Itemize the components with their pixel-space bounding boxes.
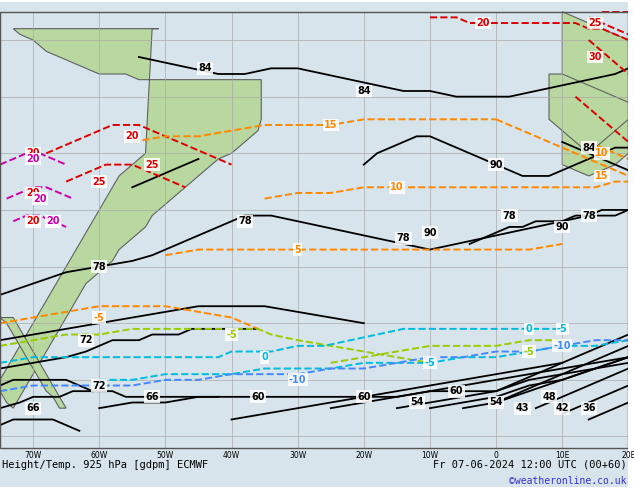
Text: 5: 5: [294, 245, 301, 255]
Text: 78: 78: [93, 262, 106, 271]
Text: -10: -10: [553, 341, 571, 351]
Text: 10: 10: [595, 148, 609, 158]
Text: -5: -5: [425, 358, 436, 368]
Text: 66: 66: [145, 392, 159, 402]
Polygon shape: [549, 74, 628, 153]
Text: 70W: 70W: [25, 451, 42, 460]
Text: 72: 72: [93, 381, 106, 391]
Text: 90: 90: [555, 222, 569, 232]
Text: 15: 15: [324, 120, 337, 130]
Text: 78: 78: [238, 216, 252, 226]
Text: 20: 20: [27, 216, 40, 226]
Text: 54: 54: [489, 397, 503, 408]
Text: Fr 07-06-2024 12:00 UTC (00+60): Fr 07-06-2024 12:00 UTC (00+60): [432, 460, 626, 470]
Text: -5: -5: [557, 324, 567, 334]
Text: 42: 42: [555, 403, 569, 413]
Polygon shape: [0, 318, 66, 408]
Text: 20: 20: [126, 131, 139, 141]
Text: 60: 60: [251, 392, 265, 402]
Text: 90: 90: [489, 160, 503, 170]
Text: 90: 90: [424, 227, 437, 238]
Text: 72: 72: [79, 335, 93, 345]
Text: 20W: 20W: [355, 451, 372, 460]
Text: 25: 25: [93, 176, 106, 187]
Text: 15: 15: [595, 171, 609, 181]
Text: 60W: 60W: [91, 451, 108, 460]
Text: 48: 48: [542, 392, 556, 402]
Text: 10W: 10W: [422, 451, 439, 460]
Polygon shape: [0, 29, 261, 408]
Text: 25: 25: [145, 160, 159, 170]
Text: 20: 20: [46, 216, 60, 226]
Text: 10: 10: [390, 182, 404, 192]
Text: 25: 25: [588, 18, 602, 28]
Text: ©weatheronline.co.uk: ©weatheronline.co.uk: [509, 476, 626, 486]
Text: 30W: 30W: [289, 451, 306, 460]
Text: 50W: 50W: [157, 451, 174, 460]
Text: 20: 20: [27, 154, 40, 164]
Text: -5: -5: [94, 313, 105, 322]
Text: 40W: 40W: [223, 451, 240, 460]
Text: 54: 54: [410, 397, 424, 408]
Text: 10E: 10E: [555, 451, 569, 460]
Bar: [0, 12, 628, 448]
Text: 20: 20: [27, 188, 40, 198]
Text: 20: 20: [27, 148, 40, 158]
Text: 78: 78: [582, 211, 595, 220]
Text: 20: 20: [476, 18, 489, 28]
Text: 60: 60: [357, 392, 370, 402]
Text: 84: 84: [357, 86, 371, 96]
Text: 20E: 20E: [621, 451, 634, 460]
Text: 78: 78: [397, 233, 410, 243]
Text: 30: 30: [588, 52, 602, 62]
Text: 78: 78: [503, 211, 516, 220]
Text: 20: 20: [33, 194, 46, 204]
Text: -5: -5: [524, 346, 534, 357]
Text: -5: -5: [226, 330, 237, 340]
Text: 0: 0: [526, 324, 533, 334]
Text: 36: 36: [582, 403, 595, 413]
Text: 84: 84: [582, 143, 595, 152]
Text: 0: 0: [261, 352, 268, 362]
Text: 0: 0: [494, 451, 498, 460]
Text: 60: 60: [450, 386, 463, 396]
Text: -10: -10: [289, 375, 306, 385]
Text: 66: 66: [27, 403, 40, 413]
Polygon shape: [562, 12, 628, 176]
Text: 84: 84: [198, 63, 212, 74]
Text: 43: 43: [516, 403, 529, 413]
Text: Height/Temp. 925 hPa [gdpm] ECMWF: Height/Temp. 925 hPa [gdpm] ECMWF: [2, 460, 208, 470]
